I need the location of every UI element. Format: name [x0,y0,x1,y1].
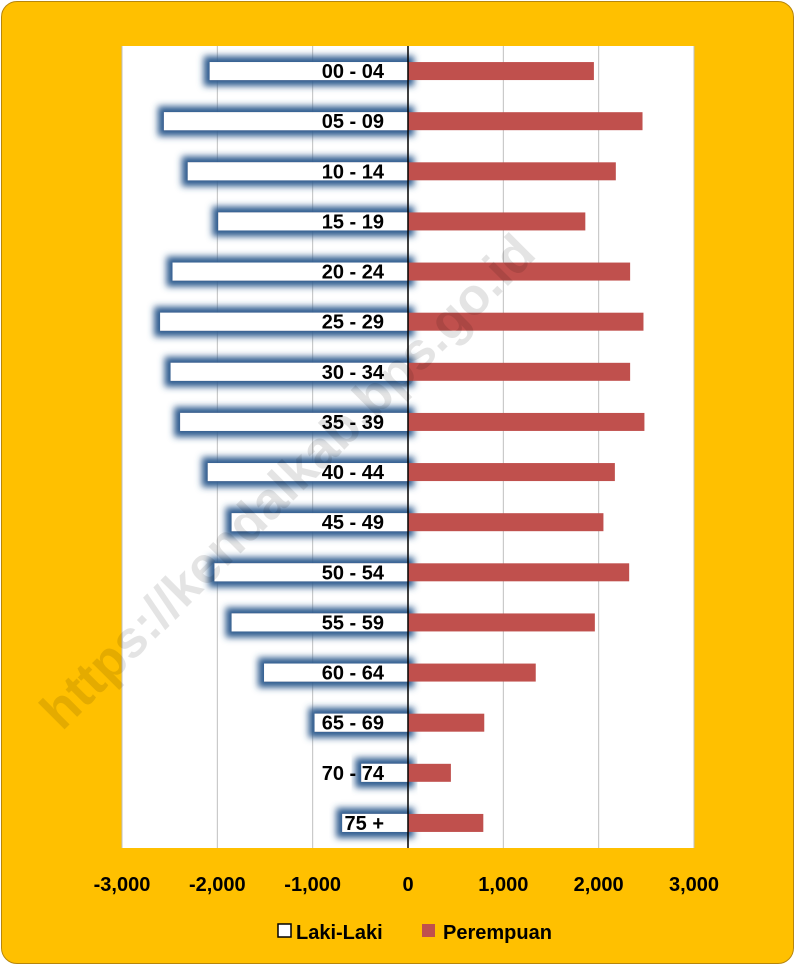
legend-swatch-laki-laki [277,923,292,938]
category-label: 50 - 54 [322,562,385,584]
bar-laki-laki [187,162,408,181]
bar-laki-laki [207,463,408,482]
bar-perempuan [408,613,595,632]
category-label: 75 + [345,813,384,835]
category-label: 70 - 74 [322,763,385,785]
bars [160,62,645,832]
bar-laki-laki [231,613,408,632]
bar-perempuan [408,112,643,131]
x-tick-label: -1,000 [284,874,341,896]
x-tick-label: 2,000 [574,874,624,896]
category-label: 55 - 59 [322,612,384,634]
bar-perempuan [408,813,484,832]
bar-perempuan [408,362,631,381]
bar-perempuan [408,262,631,281]
x-tick-label: 3,000 [669,874,719,896]
category-label: 05 - 09 [322,111,384,133]
bar-laki-laki [170,362,408,381]
bar-perempuan [408,212,586,231]
bar-laki-laki [361,763,408,782]
bar-laki-laki [314,713,408,732]
bar-laki-laki [163,112,408,131]
category-label: 40 - 44 [322,462,385,484]
category-label: 30 - 34 [322,362,385,384]
bar-perempuan [408,312,644,331]
bar-laki-laki [231,513,408,532]
category-label: 00 - 04 [322,61,385,83]
bar-laki-laki [342,813,408,832]
bar-perempuan [408,513,604,532]
bar-laki-laki [264,663,408,682]
bar-laki-laki [180,412,408,431]
category-label: 25 - 29 [322,312,384,334]
bar-perempuan [408,663,536,682]
bar-perempuan [408,62,594,81]
legend-label-perempuan: Perempuan [443,922,552,944]
bar-perempuan [408,162,616,181]
bar-laki-laki [214,563,408,582]
bar-laki-laki [160,312,408,331]
x-tick-label: 1,000 [478,874,528,896]
category-label: 65 - 69 [322,713,384,735]
x-tick-label: -3,000 [94,874,151,896]
bar-perempuan [408,463,615,482]
category-label: 10 - 14 [322,161,385,183]
category-labels: 00 - 04 05 - 09 10 - 14 15 - 19 20 - 24 25 - … [322,61,385,835]
category-label: 60 - 64 [322,663,385,685]
bar-laki-laki [209,62,408,81]
bar-perempuan [408,763,451,782]
bar-perempuan [408,412,645,431]
category-label: 15 - 19 [322,211,384,233]
bar-perempuan [408,713,485,732]
bar-perempuan [408,563,630,582]
x-tick-label: 0 [402,874,413,896]
category-label: 45 - 49 [322,512,384,534]
x-axis-tick-labels: -3,000 -2,000 -1,000 0 1,000 2,000 3,000 [94,874,719,896]
legend-label-laki-laki: Laki-Laki [296,922,383,944]
bar-laki-laki [172,262,408,281]
legend: Laki-Laki Perempuan [277,922,552,944]
x-tick-label: -2,000 [189,874,246,896]
category-label: 35 - 39 [322,412,384,434]
legend-swatch-perempuan [422,924,435,937]
category-label: 20 - 24 [322,262,385,284]
bar-laki-laki [218,212,408,231]
